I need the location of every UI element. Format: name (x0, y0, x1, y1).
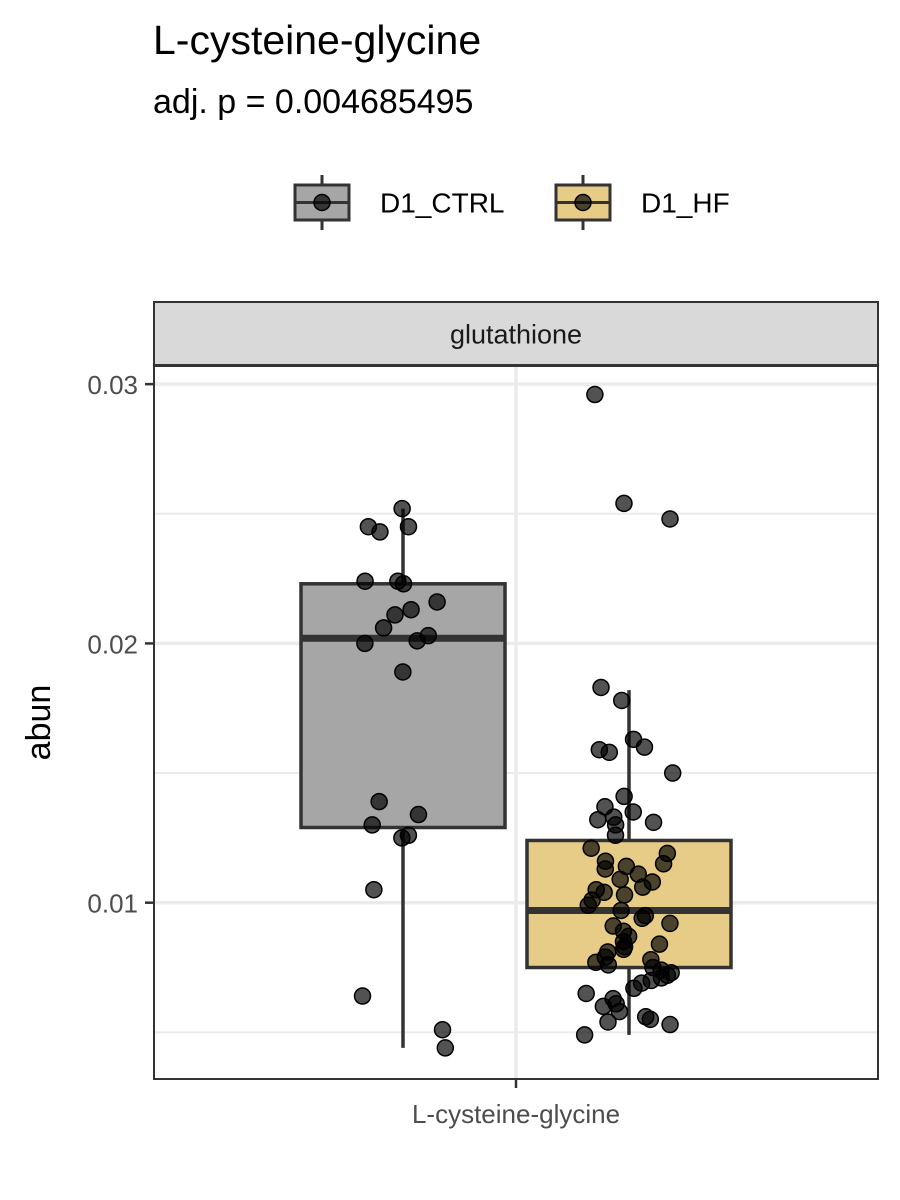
point-d1-ctrl (356, 572, 374, 590)
point-d1-hf (615, 787, 633, 806)
point-d1-hf (641, 1010, 660, 1029)
point-d1-ctrl (402, 600, 420, 619)
point-d1-hf (606, 826, 625, 845)
point-d1-hf (586, 385, 604, 404)
point-d1-ctrl (356, 634, 374, 653)
legend-point-d1-hf (574, 193, 592, 212)
point-d1-hf (661, 914, 679, 933)
point-d1-ctrl (399, 517, 418, 536)
point-d1-ctrl (393, 829, 411, 847)
legend-point-d1-ctrl (313, 193, 331, 212)
point-d1-hf (625, 979, 643, 998)
point-d1-ctrl (374, 619, 393, 637)
point-d1-hf (599, 956, 618, 974)
legend-label-d1-ctrl: D1_CTRL (380, 188, 504, 219)
point-d1-ctrl (365, 880, 383, 899)
point-d1-hf (612, 901, 630, 920)
point-d1-hf (596, 860, 614, 878)
point-d1-hf (612, 691, 631, 710)
point-d1-hf (650, 935, 669, 953)
box-d1-ctrl (299, 582, 507, 830)
point-d1-hf (644, 813, 663, 832)
y-tick-label: 0.01 (87, 889, 138, 919)
point-d1-ctrl (353, 987, 372, 1005)
point-d1-hf (633, 909, 651, 928)
x-tick-label: L-cysteine-glycine (412, 1099, 620, 1129)
y-axis-title: abun (20, 685, 58, 761)
point-d1-hf (663, 764, 682, 782)
y-tick-label: 0.02 (87, 629, 138, 659)
chart-subtitle: adj. p = 0.004685495 (153, 83, 474, 121)
point-d1-hf (589, 810, 607, 829)
point-d1-ctrl (409, 805, 428, 824)
point-d1-hf (610, 1002, 629, 1021)
point-d1-hf (592, 678, 610, 697)
point-d1-hf (599, 1013, 617, 1031)
facet-strip (153, 301, 879, 366)
point-d1-hf (577, 984, 595, 1003)
point-d1-ctrl (428, 593, 446, 611)
point-d1-ctrl (363, 816, 381, 834)
point-d1-hf (634, 878, 652, 896)
point-d1-hf (579, 896, 598, 915)
point-d1-ctrl (394, 575, 413, 593)
point-d1-ctrl (408, 632, 426, 650)
point-d1-hf (594, 997, 613, 1016)
point-d1-hf (624, 803, 642, 821)
point-d1-ctrl (371, 523, 389, 541)
point-d1-hf (595, 883, 613, 902)
chart-title: L-cysteine-glycine (153, 17, 482, 63)
point-d1-hf (582, 839, 600, 857)
point-d1-hf (661, 1015, 679, 1034)
y-tick-label: 0.03 (87, 370, 138, 400)
point-d1-ctrl (394, 663, 412, 681)
point-d1-hf (611, 870, 629, 889)
facet-label: glutathione (450, 320, 582, 350)
point-d1-ctrl (393, 499, 411, 518)
point-d1-hf (590, 740, 609, 759)
point-d1-hf (661, 510, 679, 528)
point-d1-hf (654, 855, 673, 873)
point-d1-ctrl (386, 606, 404, 624)
legend-label-d1-hf: D1_HF (641, 188, 730, 219)
point-d1-ctrl (433, 1020, 452, 1039)
point-d1-hf (615, 886, 634, 904)
point-d1-ctrl (370, 792, 388, 811)
point-d1-hf (615, 494, 633, 513)
point-d1-hf (614, 940, 633, 959)
point-d1-ctrl (436, 1039, 455, 1057)
point-d1-hf (635, 738, 654, 756)
point-d1-hf (575, 1026, 594, 1044)
